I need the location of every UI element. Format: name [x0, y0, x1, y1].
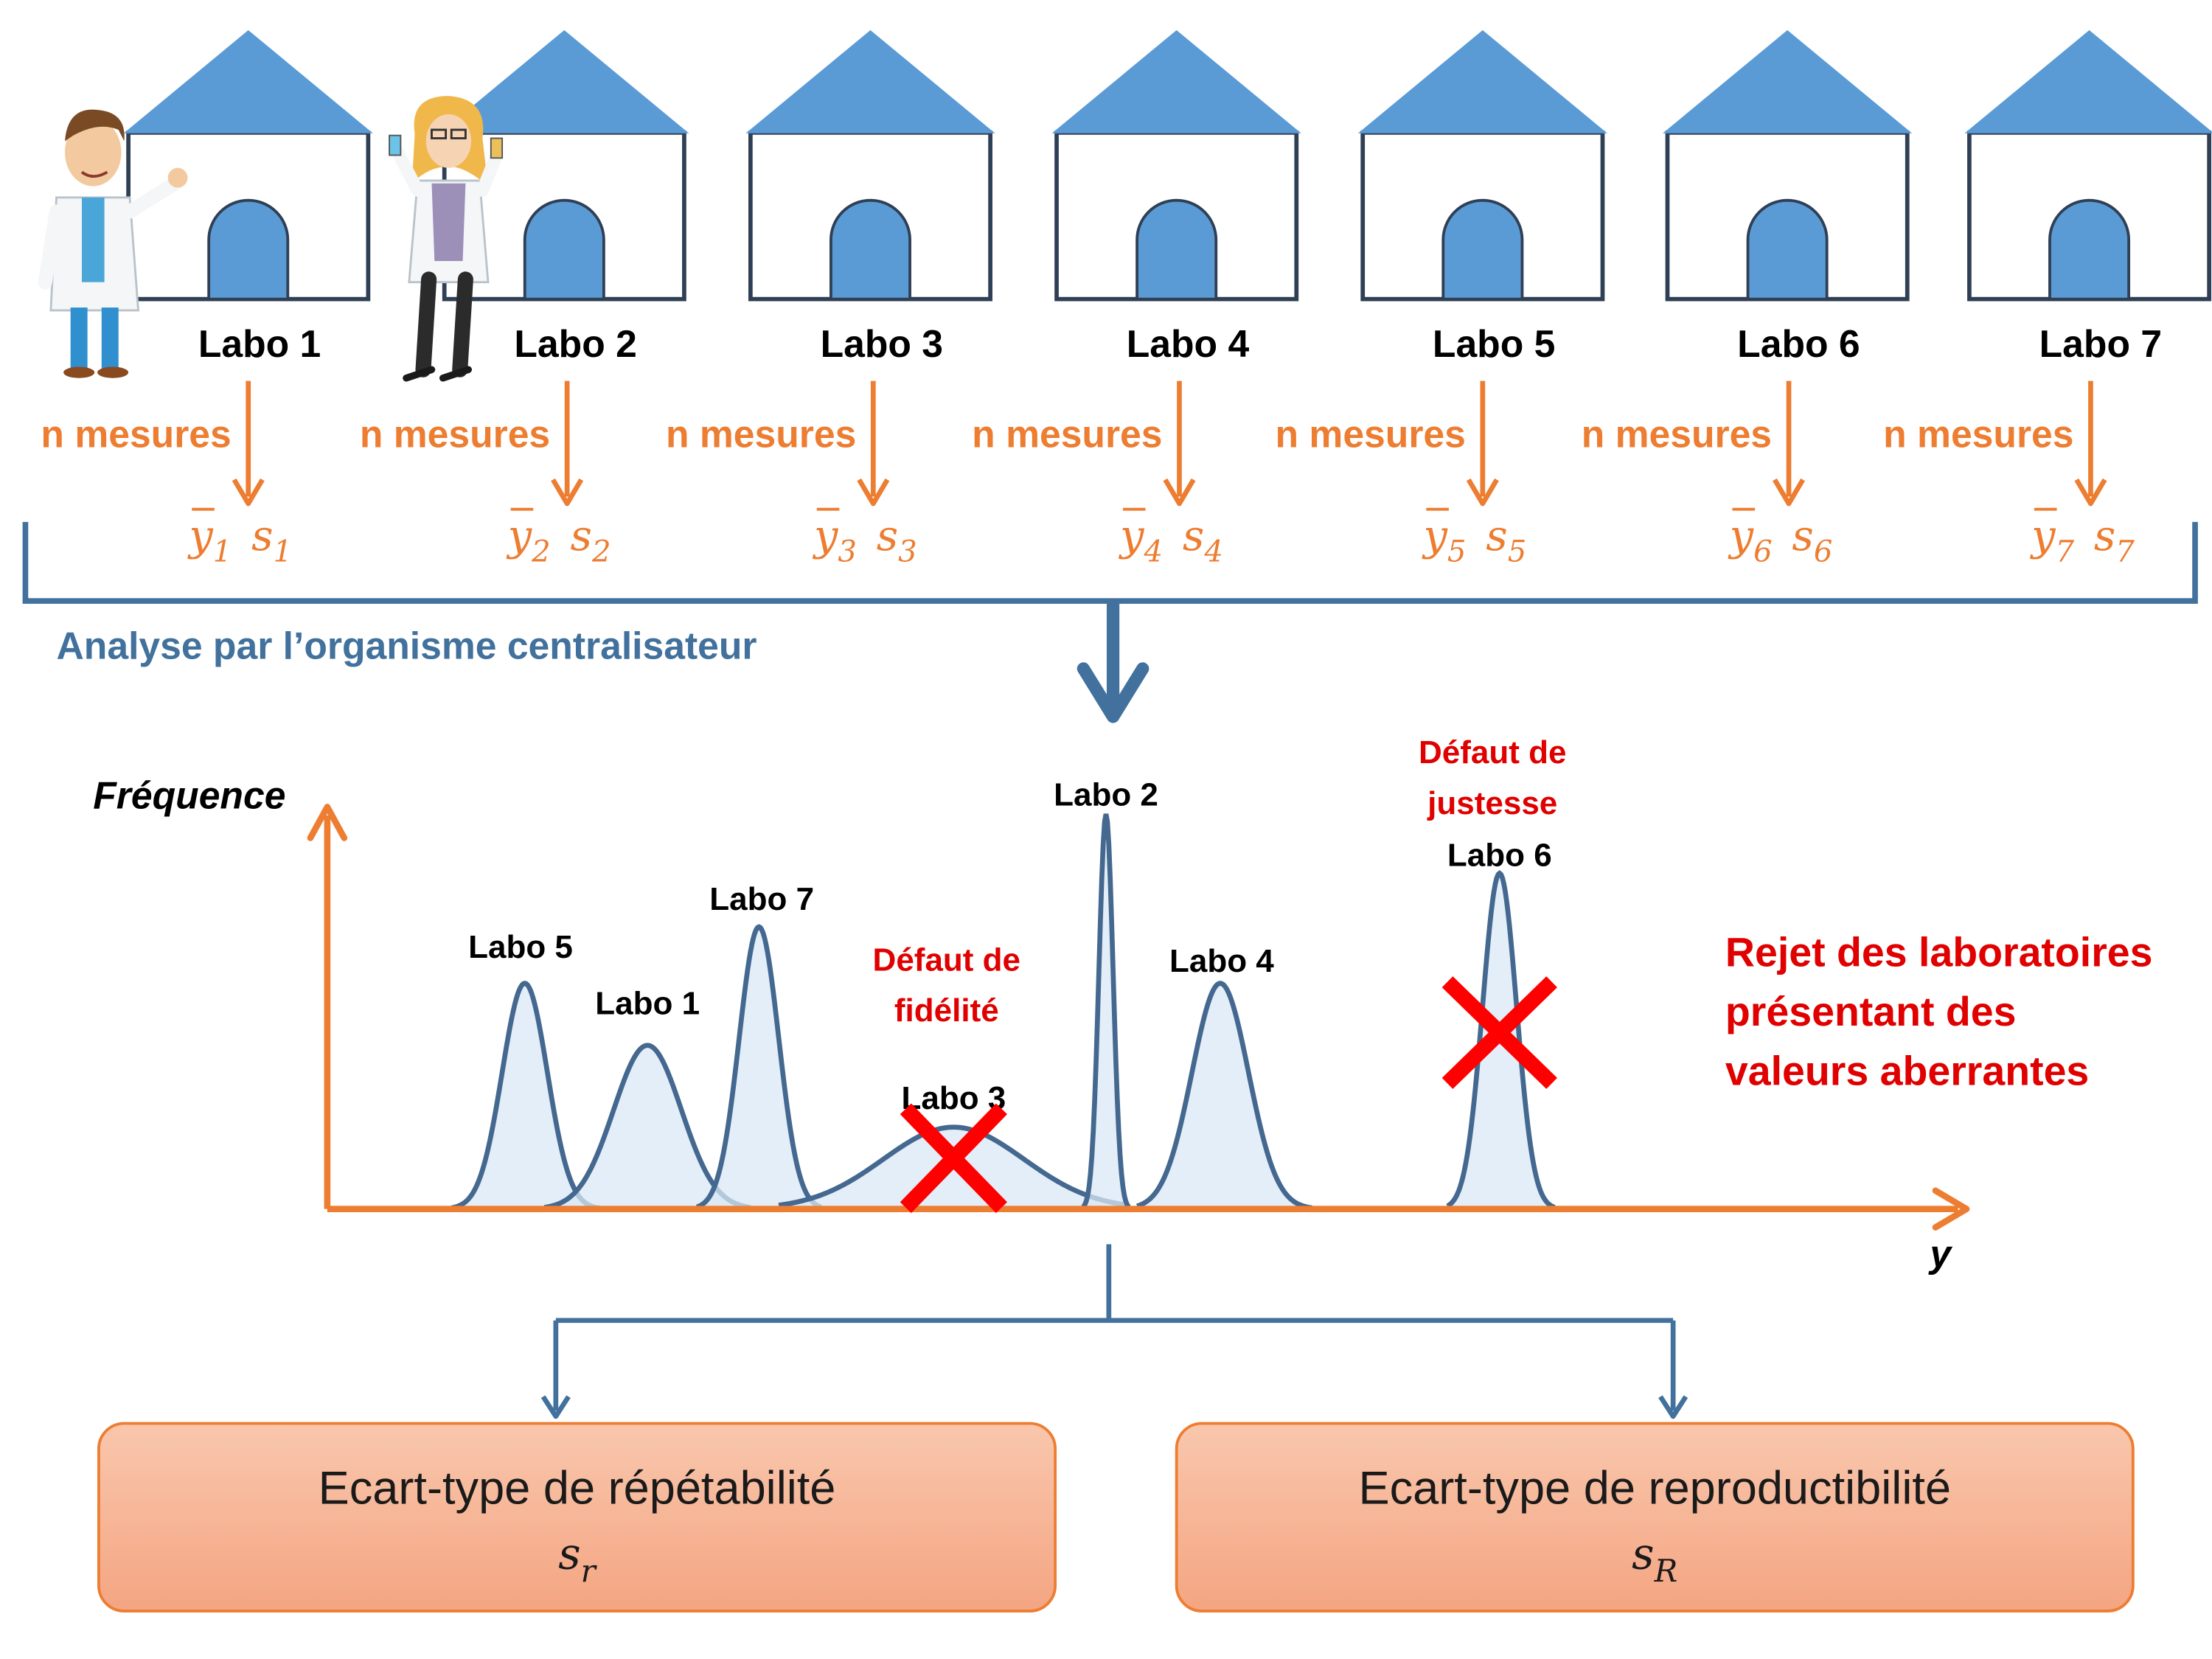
door-icon	[1135, 198, 1218, 301]
y-axis-label: Fréquence	[93, 773, 285, 816]
measure-label: n mesures	[41, 413, 231, 456]
curve-label-labo5: Labo 5	[468, 929, 573, 965]
laboratory-house	[1964, 29, 2212, 302]
lab-label: Labo 7	[2039, 322, 2162, 365]
lab-label: Labo 6	[1737, 322, 1860, 365]
result-arrowhead	[540, 1395, 571, 1419]
result-arrowhead	[1658, 1395, 1688, 1419]
laboratory-house	[439, 29, 689, 302]
x-axis-label: y	[1927, 1232, 1952, 1275]
curve-label-labo7: Labo 7	[709, 881, 814, 917]
curve-label-labo6: Labo 6	[1447, 838, 1552, 874]
repeatability-symbol: sr	[558, 1528, 597, 1589]
reproducibility-box: Ecart-type de reproductibilité sR	[1175, 1422, 2135, 1613]
measure-label: n mesures	[1276, 413, 1466, 456]
curve-label-labo3: Labo 3	[901, 1080, 1006, 1116]
measure-arrowhead	[1163, 478, 1196, 507]
lab-statistics: y1 s1	[187, 511, 292, 568]
lab-statistics: y4 s4	[1118, 511, 1223, 568]
laboratory-house	[1357, 29, 1607, 302]
y-axis-arrowhead	[307, 804, 348, 841]
rejection-line1: Rejet des laboratoires	[1725, 930, 2153, 975]
measure-arrowhead	[232, 478, 265, 507]
reproducibility-symbol: sR	[1632, 1528, 1677, 1589]
measure-label: n mesures	[1883, 413, 2073, 456]
defect-fidelity-line1: Défaut de	[873, 942, 1020, 978]
lab-label: Labo 1	[198, 322, 321, 365]
lab-statistics: y2 s2	[506, 511, 611, 568]
defect-accuracy-line2: justesse	[1427, 785, 1557, 821]
measure-label: n mesures	[360, 413, 550, 456]
laboratory-houses: Labo 1 n mesures y1 s1 Labo 2 n mesures y2 s2 La…	[41, 29, 2212, 568]
collection-bracket	[22, 521, 2198, 604]
door-icon	[830, 198, 911, 301]
door-icon	[523, 198, 605, 301]
reject-cross-icon	[900, 1103, 1007, 1214]
laboratory-house	[1051, 29, 1301, 302]
laboratory-house	[745, 29, 995, 302]
lab-label: Labo 5	[1433, 322, 1555, 365]
laboratory-house	[123, 29, 373, 302]
repeatability-title: Ecart-type de répétabilité	[319, 1463, 836, 1514]
analysis-label: Analyse par l’organisme centralisateur	[57, 624, 757, 667]
curve-labo7	[696, 924, 822, 1210]
scientist-female-icon	[389, 96, 504, 382]
curve-labo5	[451, 981, 602, 1211]
measure-label: n mesures	[666, 413, 856, 456]
door-icon	[207, 198, 290, 301]
lab-statistics: y7 s7	[2029, 511, 2135, 568]
defect-fidelity-line2: fidélité	[894, 992, 999, 1029]
measure-arrowhead	[2074, 478, 2107, 507]
reproducibility-title: Ecart-type de reproductibilité	[1359, 1463, 1951, 1514]
curve-label-labo2: Labo 2	[1054, 776, 1158, 813]
reject-cross-icon	[1441, 976, 1557, 1089]
rejection-line3: valeurs aberrantes	[1725, 1048, 2089, 1093]
rejection-line2: présentant des	[1725, 989, 2017, 1034]
curve-labo4	[1136, 981, 1312, 1211]
curve-label-labo1: Labo 1	[595, 986, 700, 1022]
curve-labo2	[1081, 813, 1131, 1209]
scientist-male-icon	[38, 109, 188, 378]
lab-label: Labo 3	[821, 322, 943, 365]
lab-statistics: y6 s6	[1728, 511, 1833, 568]
measure-arrowhead	[857, 478, 890, 507]
curve-label-labo4: Labo 4	[1169, 943, 1274, 979]
measure-label: n mesures	[1582, 413, 1772, 456]
repeatability-box: Ecart-type de répétabilité sr	[97, 1422, 1057, 1613]
distribution-curves	[451, 813, 1556, 1211]
x-axis-arrowhead	[1932, 1187, 1970, 1231]
defect-accuracy-line1: Défaut de	[1419, 734, 1566, 771]
measure-arrowhead	[1466, 478, 1499, 507]
measure-arrowhead	[551, 478, 584, 507]
lab-label: Labo 2	[514, 322, 636, 365]
door-icon	[1441, 198, 1524, 301]
measure-label: n mesures	[972, 413, 1162, 456]
door-icon	[2048, 198, 2131, 301]
analysis-arrow-head	[1077, 662, 1150, 723]
lab-statistics: y3 s3	[812, 511, 917, 568]
laboratory-house	[1662, 29, 1913, 302]
lab-label: Labo 4	[1127, 322, 1250, 365]
door-icon	[1746, 198, 1829, 301]
measure-arrowhead	[1773, 478, 1806, 507]
result-connector	[553, 1244, 1676, 1411]
lab-statistics: y5 s5	[1421, 511, 1526, 568]
